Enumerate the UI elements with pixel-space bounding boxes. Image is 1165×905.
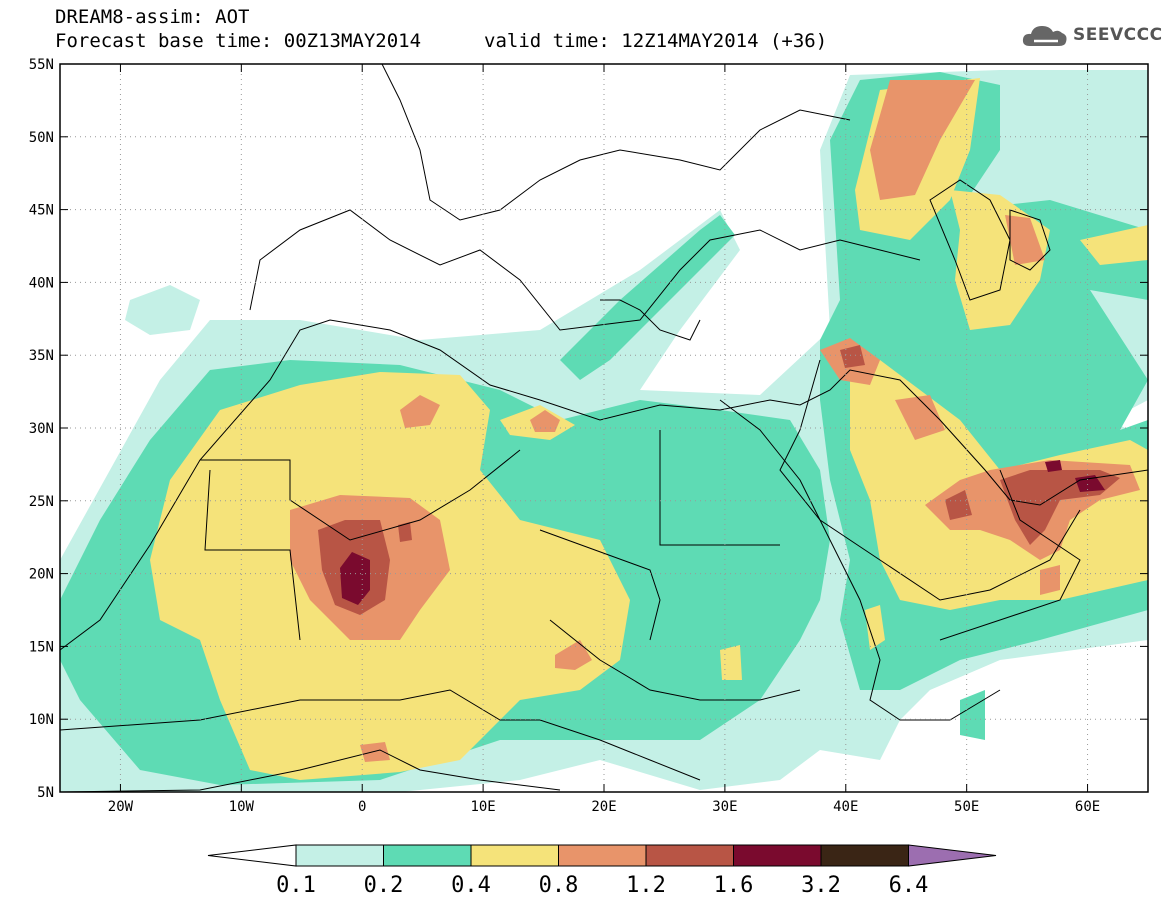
- colorbar-label: 0.8: [539, 873, 579, 898]
- lat-tick-label: 15N: [29, 639, 54, 655]
- lon-tick-label: 30E: [712, 799, 737, 815]
- colorbar-label: 3.2: [801, 873, 841, 898]
- longitude-axis: 20W 10W 0 10E 20E 30E 40E 50E 60E: [108, 64, 1100, 815]
- lat-tick-label: 5N: [37, 785, 54, 801]
- colorbar-label: 6.4: [889, 873, 929, 898]
- logo-text: SEEVCCC: [1073, 25, 1163, 45]
- colorbar-label: 0.1: [276, 873, 316, 898]
- colorbar-bin: [558, 844, 647, 867]
- cloud-logo-icon: [1022, 26, 1067, 46]
- lat-tick-label: 40N: [29, 275, 54, 291]
- colorbar-label: 0.2: [364, 873, 404, 898]
- lat-tick-label: 45N: [29, 203, 54, 219]
- lon-tick-label: 60E: [1075, 799, 1100, 815]
- colorbar-lower-extension: [207, 844, 297, 867]
- lat-tick-label: 20N: [29, 567, 54, 583]
- colorbar-bin: [820, 844, 909, 867]
- lon-tick-label: 20E: [591, 799, 616, 815]
- colorbar-bin: [733, 844, 822, 867]
- colorbar-label: 1.2: [626, 873, 666, 898]
- lon-tick-label: 50E: [954, 799, 979, 815]
- colorbar-bin: [295, 844, 384, 867]
- lat-tick-label: 35N: [29, 348, 54, 364]
- lat-tick-label: 55N: [29, 57, 54, 73]
- lon-tick-label: 40E: [833, 799, 858, 815]
- colorbar-bin: [645, 844, 734, 867]
- lon-tick-label: 0: [358, 799, 366, 815]
- colorbar-upper-extension: [908, 844, 997, 867]
- colorbar-bin: [470, 844, 559, 867]
- colorbar-label: 0.4: [451, 873, 491, 898]
- lon-tick-label: 10W: [229, 799, 255, 815]
- forecast-base-time: Forecast base time: 00Z13MAY2014: [55, 30, 422, 52]
- map-title: DREAM8-assim: AOT: [55, 6, 250, 28]
- aot-band-1.6: [340, 460, 1105, 605]
- lat-tick-label: 50N: [29, 130, 54, 146]
- coastlines: [60, 64, 1148, 792]
- lat-tick-label: 25N: [29, 494, 54, 510]
- lon-tick-label: 20W: [108, 799, 134, 815]
- seevccc-logo: SEEVCCC: [1020, 20, 1163, 50]
- aot-contours: [60, 70, 1148, 792]
- colorbar-bin: [383, 844, 472, 867]
- lat-tick-label: 30N: [29, 421, 54, 437]
- colorbar: 0.1 0.2 0.4 0.8 1.2 1.6 3.2 6.4: [207, 844, 997, 898]
- valid-time: valid time: 12Z14MAY2014 (+36): [484, 30, 828, 52]
- lat-tick-label: 10N: [29, 712, 54, 728]
- lon-tick-label: 10E: [470, 799, 495, 815]
- latitude-axis: 55N 50N 45N 40N 35N 30N 25N 20N 15N 10N 5N: [29, 57, 1148, 801]
- colorbar-label: 1.6: [714, 873, 754, 898]
